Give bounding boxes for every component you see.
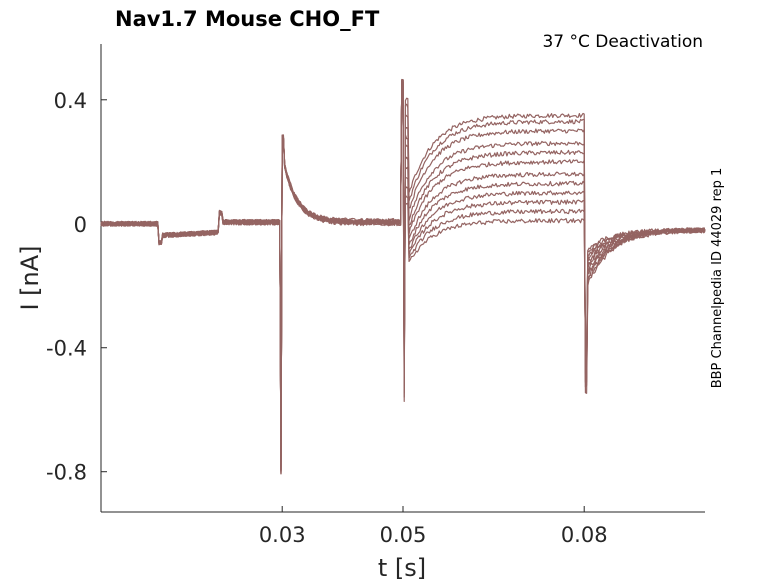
channelpedia-id-label: BBP Channelpedia ID 44029 rep 1	[710, 168, 725, 389]
chart-title: Nav1.7 Mouse CHO_FT	[115, 7, 380, 31]
x-tick-label: 0.03	[259, 523, 306, 547]
y-tick-label: -0.8	[46, 461, 87, 485]
current-traces	[100, 78, 706, 475]
x-axis-label: t [s]	[378, 554, 426, 582]
y-axis-label: I [nA]	[16, 245, 44, 310]
x-tick-label: 0.05	[380, 523, 427, 547]
x-tick-label: 0.08	[561, 523, 608, 547]
y-tick-label: 0.4	[54, 89, 87, 113]
chart-subtitle: 37 °C Deactivation	[542, 32, 703, 52]
axis-ticks: 0.03 0.05 0.08 0.4 0 -0.4 -0.8	[46, 89, 608, 547]
y-tick-label: -0.4	[46, 337, 87, 361]
current-trace-12	[100, 79, 706, 475]
y-tick-label: 0	[74, 213, 87, 237]
